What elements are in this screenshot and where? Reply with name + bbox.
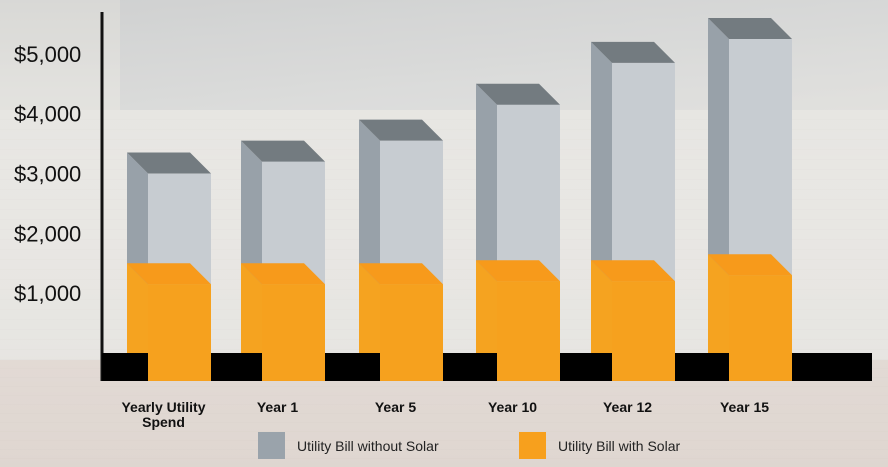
bar-with-solar-front-overlay <box>380 284 443 381</box>
x-tick-label: Year 1 <box>257 399 298 415</box>
x-tick-label: Year 12 <box>603 399 652 415</box>
legend-swatch-without-solar <box>258 432 285 459</box>
bar-with-solar-side <box>127 263 148 381</box>
bar-with-solar-top <box>476 260 560 282</box>
bar-without-solar-top <box>476 83 560 105</box>
bar-with-solar-top <box>591 260 675 282</box>
bar-with-solar-top <box>241 263 325 285</box>
bar-with-solar-side <box>708 254 729 381</box>
x-tick-label: Year 5 <box>375 399 416 415</box>
bar-with-solar-top <box>127 263 211 285</box>
bar-with-solar-top <box>708 254 792 276</box>
x-tick-label: Year 15 <box>720 399 769 415</box>
bar-with-solar-side <box>241 263 262 381</box>
bar-with-solar-front-overlay <box>148 284 211 381</box>
bar-with-solar-front-overlay <box>729 275 792 381</box>
bar-with-solar-front-overlay <box>262 284 325 381</box>
bar-without-solar-top <box>127 152 211 174</box>
bar-with-solar-side <box>591 260 612 381</box>
legend-item-without-solar: Utility Bill without Solar <box>258 432 439 459</box>
y-tick-label: $3,000 <box>14 162 81 187</box>
legend-item-with-solar: Utility Bill with Solar <box>519 432 680 459</box>
bar-without-solar-top <box>708 17 792 39</box>
bar-without-solar-top <box>591 41 675 63</box>
bar-without-solar-top <box>359 119 443 141</box>
y-tick-label: $5,000 <box>14 42 81 67</box>
x-tick-label: Yearly Utility Spend <box>121 399 205 430</box>
legend-swatch-with-solar <box>519 432 546 459</box>
bar-with-solar-front-overlay <box>612 281 675 381</box>
y-tick-label: $1,000 <box>14 281 81 306</box>
bar-without-solar-top <box>241 140 325 162</box>
bar-with-solar-top <box>359 263 443 285</box>
y-tick-label: $4,000 <box>14 102 81 127</box>
bar-with-solar-side <box>476 260 497 381</box>
x-tick-label: Year 10 <box>488 399 537 415</box>
legend-label-without-solar: Utility Bill without Solar <box>297 437 439 454</box>
y-tick-label: $2,000 <box>14 221 81 246</box>
legend-label-with-solar: Utility Bill with Solar <box>558 437 681 454</box>
bar-with-solar-front-overlay <box>497 281 560 381</box>
bar-with-solar-side <box>359 263 380 381</box>
